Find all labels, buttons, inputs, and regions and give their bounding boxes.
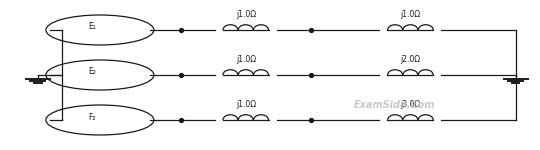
Text: j1.0Ω: j1.0Ω: [400, 10, 421, 19]
Text: F₂: F₂: [88, 112, 96, 122]
Text: j1.0Ω: j1.0Ω: [235, 100, 256, 109]
Text: E₂: E₂: [88, 68, 96, 76]
Text: j3.0Ω: j3.0Ω: [400, 100, 421, 109]
Text: ExamSide.Com: ExamSide.Com: [354, 100, 435, 110]
Text: j1.0Ω: j1.0Ω: [235, 55, 256, 64]
Text: j2.0Ω: j2.0Ω: [400, 55, 421, 64]
Text: j1.0Ω: j1.0Ω: [235, 10, 256, 19]
Text: E₁: E₁: [88, 22, 96, 32]
